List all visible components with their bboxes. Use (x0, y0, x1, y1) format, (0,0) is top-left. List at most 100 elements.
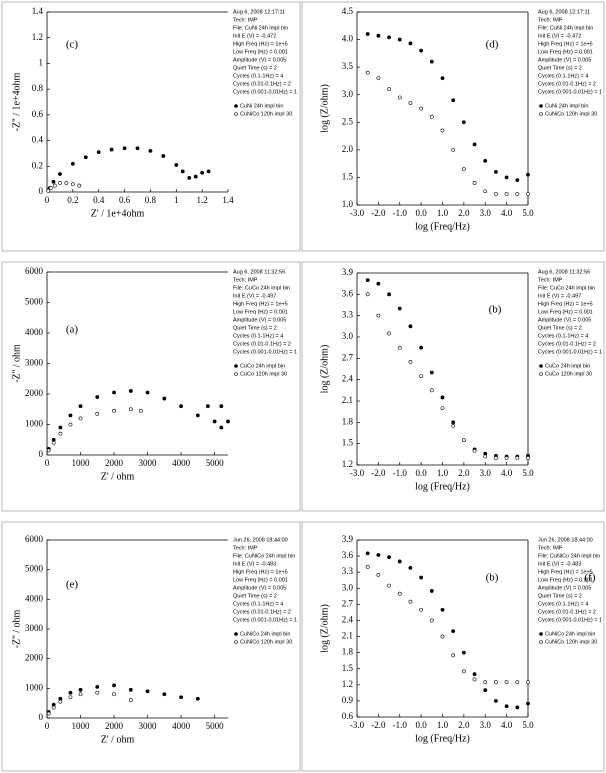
annotation: Amplitude (V) = 0.005 (538, 57, 591, 63)
annotation: Cycles (0.01-0.1Hz) = 2 (233, 81, 291, 87)
data-point (187, 175, 192, 180)
data-point (78, 416, 83, 421)
data-point (180, 169, 185, 174)
data-point (58, 181, 62, 185)
y-tick-label: 1.5 (342, 438, 354, 448)
annotation: Amplitude (V) = 0.005 (233, 585, 286, 591)
annotation: Amplitude (V) = 0.005 (538, 585, 591, 591)
y-tick-label: 2.1 (342, 395, 353, 405)
legend-label: CuNi 24h impl bin (240, 103, 283, 109)
x-tick-label: 2000 (105, 721, 124, 731)
data-point (174, 163, 179, 167)
annotation: Amplitude (V) = 0.005 (233, 317, 286, 323)
data-point (504, 175, 509, 180)
legend-label: CuCo 120h impl 30 (545, 371, 592, 377)
data-point (526, 680, 530, 685)
data-point (429, 388, 434, 393)
x-tick-label: 3000 (139, 721, 158, 731)
data-point (461, 167, 466, 172)
legend-label: CuNiCo 24h impl bin (545, 631, 595, 637)
annotation: Cycles (0.01-0.1Hz) = 2 (538, 341, 596, 347)
data-point (179, 695, 183, 700)
data-point (397, 591, 402, 596)
data-point (408, 599, 413, 604)
data-point (408, 565, 413, 570)
data-point (64, 181, 69, 185)
x-tick-label: 5.0 (522, 720, 534, 730)
data-point (68, 422, 73, 427)
annotation: Low Freq (Hz) = 0.001 (233, 49, 288, 55)
data-point (376, 76, 381, 81)
x-tick-label: 1000 (72, 458, 91, 468)
x-tick-label: 5.0 (522, 208, 534, 218)
y-tick-label: 1.5 (342, 663, 354, 673)
data-point (83, 155, 88, 160)
data-point (68, 413, 73, 418)
y-tick-label: 0.9 (342, 695, 354, 705)
y-tick-label: 1.8 (342, 647, 354, 657)
x-tick-label: -2.0 (371, 208, 386, 218)
y-tick-label: 1.5 (342, 171, 354, 181)
x-tick-label: 3.0 (480, 208, 492, 218)
x-tick-label: -2.0 (371, 720, 386, 730)
y-tick-label: 2000 (25, 388, 44, 398)
data-point (440, 634, 445, 639)
data-point (472, 677, 477, 682)
y-tick-label: 1000 (25, 682, 44, 692)
y-tick-label: 3.5 (342, 61, 354, 71)
data-point (483, 688, 488, 693)
data-point (96, 150, 101, 155)
annotation: Cycles (0.1-1Hz) = 4 (538, 73, 588, 79)
y-tick-label: 1.2 (342, 459, 353, 469)
data-point (526, 455, 530, 460)
data-point (70, 182, 75, 187)
data-point (95, 690, 100, 695)
data-point (195, 413, 200, 418)
data-point (483, 158, 488, 163)
annotation: Cycles (0.001-0.01Hz) = 1 (538, 349, 602, 355)
data-point (78, 687, 83, 692)
data-point (200, 170, 205, 175)
data-point (387, 331, 391, 336)
data-point (461, 669, 466, 674)
data-point (451, 629, 456, 634)
x-tick-label: 2.0 (458, 468, 470, 478)
data-point (451, 653, 456, 658)
data-point (429, 370, 434, 375)
x-tick-label: 0.0 (416, 720, 428, 730)
data-point (58, 172, 62, 176)
legend-label: CuNi 24h impl bin (545, 103, 588, 109)
annotation: Quiet Time (s) = 2 (538, 325, 582, 331)
data-point (504, 704, 509, 709)
annotation: Aug 6, 2008 11:32:56 (233, 269, 285, 275)
x-tick-label: 3.0 (480, 468, 492, 478)
data-point (112, 692, 116, 697)
data-point (504, 680, 509, 685)
panel-border (1, 261, 301, 512)
data-point (112, 683, 116, 688)
y-tick-label: 0.2 (32, 160, 43, 170)
data-point (376, 572, 381, 577)
data-point (128, 698, 133, 703)
data-point (46, 188, 51, 193)
y-tick-label: 6000 (25, 534, 44, 544)
y-tick-label: 4000 (25, 593, 44, 603)
y-tick-label: 0 (39, 712, 44, 722)
annotation: Low Freq (Hz) = 0.001 (233, 577, 288, 583)
data-point (419, 106, 424, 111)
data-point (365, 70, 370, 75)
data-point (494, 192, 498, 196)
y-tick-label: 1.4 (32, 6, 44, 16)
data-point (52, 183, 57, 188)
annotation: Tech: IMP (538, 545, 563, 551)
data-point (451, 98, 456, 103)
data-point (46, 711, 51, 716)
x-tick-label: 2000 (105, 458, 124, 468)
x-axis-label: log (Freq/Hz) (415, 221, 470, 232)
data-point (226, 419, 230, 424)
data-point (419, 48, 424, 53)
x-tick-label: 1000 (72, 721, 91, 731)
y-tick-label: 3.6 (342, 550, 354, 560)
data-point (145, 390, 150, 395)
